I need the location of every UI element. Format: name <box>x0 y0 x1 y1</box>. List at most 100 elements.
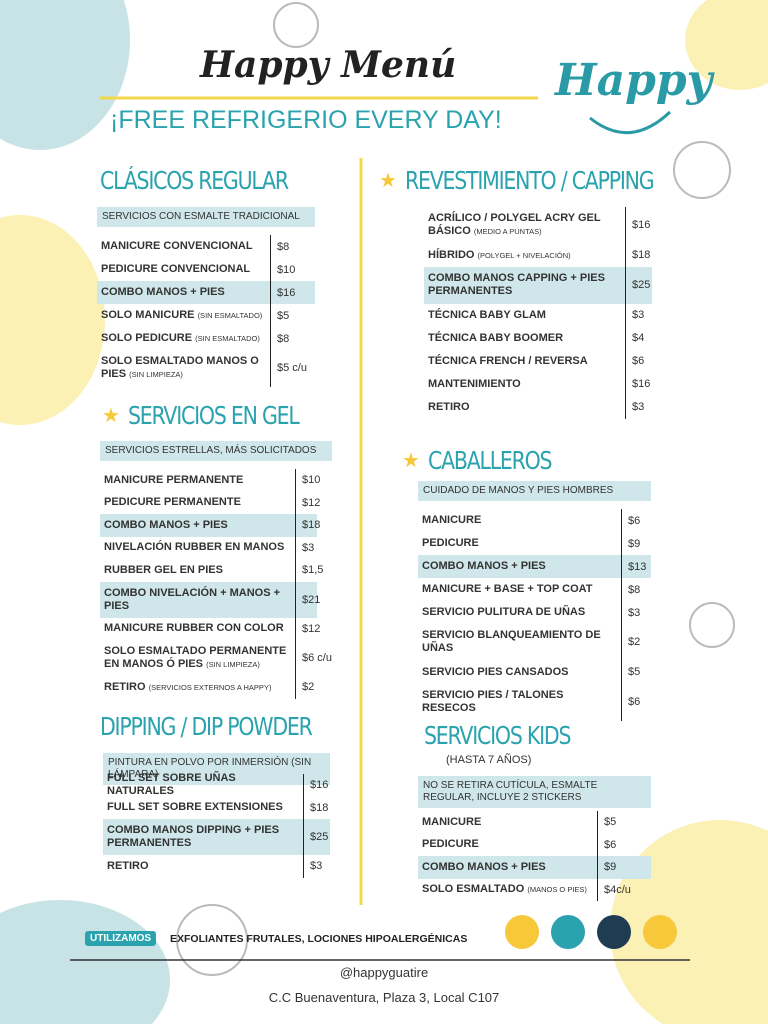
item-name: COMBO NIVELACIÓN + MANOS + PIES <box>104 586 281 612</box>
item-name: TÉCNICA BABY BOOMER <box>428 331 564 344</box>
item-name: PEDICURE <box>422 537 479 549</box>
item-detail: (SIN LIMPIEZA) <box>206 660 260 669</box>
item-name: MANICURE RUBBER CON COLOR <box>104 622 284 635</box>
section-note: SERVICIOS ESTRELLAS, MÁS SOLICITADOS <box>100 441 332 461</box>
item-price: $8 <box>621 578 651 601</box>
item-detail: (POLYGEL + NIVELACIÓN) <box>477 250 571 260</box>
menu-row: MANICURE CONVENCIONAL $8 <box>97 235 315 258</box>
item-name-cell: PEDICURE <box>418 533 621 554</box>
footer-address: C.C Buenaventura, Plaza 3, Local C107 <box>268 990 500 1005</box>
item-price: $6 c/u <box>295 640 332 676</box>
item-name-cell: NIVELACIÓN RUBBER EN MANOS <box>100 537 295 558</box>
item-name-cell: RETIRO (SERVICIOS EXTERNOS A HAPPY) <box>100 677 295 698</box>
menu-row: MANICURE + BASE + TOP COAT $8 <box>418 578 651 601</box>
menu-row: COMBO MANOS + PIES $18 <box>100 514 320 537</box>
item-name-cell: COMBO MANOS + PIES <box>418 857 597 878</box>
section-title: SERVICIOS KIDS <box>424 721 571 750</box>
menu-row: MANICURE $5 <box>418 811 651 834</box>
menu-row: TÉCNICA BABY BOOMER $4 <box>424 326 652 350</box>
item-price: $5 <box>621 660 651 684</box>
section-title: CLÁSICOS REGULAR <box>100 166 289 195</box>
item-price: $12 <box>295 617 320 640</box>
item-name: HÍBRIDO <box>428 248 475 261</box>
logo: Happy <box>555 55 713 106</box>
item-name: COMBO MANOS + PIES <box>101 286 225 298</box>
menu-row: PEDICURE PERMANENTE $12 <box>100 491 320 514</box>
menu-row: MANICURE $6 <box>418 509 651 532</box>
item-name-cell: MANICURE <box>418 812 597 833</box>
item-name: COMBO MANOS CAPPING + PIES PERMANENTES <box>428 272 605 298</box>
item-price: $3 <box>621 601 651 624</box>
item-name: ACRÍLICO / POLYGEL ACRY GEL BÁSICO <box>428 212 601 238</box>
item-name-cell: SERVICIO BLANQUEAMIENTO DE UÑAS <box>418 625 621 659</box>
item-name: NIVELACIÓN RUBBER EN MANOS <box>104 541 285 554</box>
footer-tag: UTILIZAMOS <box>85 931 157 946</box>
item-name: SERVICIO PULITURA DE UÑAS <box>422 606 586 618</box>
item-name: MANICURE + BASE + TOP COAT <box>422 583 593 595</box>
item-price: $6 <box>625 349 652 373</box>
section-note: SERVICIOS CON ESMALTE TRADICIONAL <box>97 207 315 227</box>
item-detail: (SERVICIOS EXTERNOS A HAPPY) <box>148 682 272 692</box>
item-price: $3 <box>625 395 652 419</box>
item-price: $18 <box>303 796 330 819</box>
footer-handle: @happyguatire <box>339 965 429 980</box>
menu-row: ACRÍLICO / POLYGEL ACRY GEL BÁSICO (MEDI… <box>424 207 652 244</box>
item-price: $16 <box>625 372 652 396</box>
item-price: $1,5 <box>295 559 323 582</box>
section-note: PINTURA EN POLVO POR INMERSIÓN (SIN LÁMP… <box>103 753 330 785</box>
item-name-cell: PEDICURE PERMANENTE <box>100 492 295 513</box>
item-name-cell: COMBO NIVELACIÓN + MANOS + PIES <box>100 583 295 617</box>
item-name: SERVICIO PIES CANSADOS <box>422 665 569 678</box>
menu-row: RUBBER GEL EN PIES $1,5 <box>100 559 323 582</box>
item-name-cell: SERVICIO PIES / TALONES RESECOS <box>418 685 621 719</box>
menu-row: SOLO MANICURE (SIN ESMALTADO) $5 <box>97 304 315 327</box>
menu-row: TÉCNICA FRENCH / REVERSA $6 <box>424 349 652 373</box>
menu-row: FULL SET SOBRE UÑAS NATURALES $16 <box>103 772 330 797</box>
item-price: $18 <box>625 243 652 267</box>
item-price: $16 <box>303 774 330 797</box>
item-price: $9 <box>597 856 651 879</box>
item-name: SERVICIO PIES / TALONES RESECOS <box>422 689 564 715</box>
item-price: $8 <box>270 235 315 258</box>
item-name: PEDICURE PERMANENTE <box>104 496 241 509</box>
item-price: $21 <box>295 581 320 618</box>
item-name: SERVICIO BLANQUEAMIENTO DE UÑAS <box>422 629 601 655</box>
item-name-cell: SOLO MANICURE (SIN ESMALTADO) <box>97 305 270 326</box>
menu-row: NIVELACIÓN RUBBER EN MANOS $3 <box>100 536 317 559</box>
item-price: $16 <box>270 281 315 304</box>
menu-subtitle: ¡FREE REFRIGERIO EVERY DAY! <box>110 106 502 134</box>
item-name-cell: TÉCNICA BABY BOOMER <box>424 328 625 349</box>
item-name-cell: RETIRO <box>103 856 303 877</box>
menu-row: RETIRO $3 <box>103 855 330 878</box>
menu-row: COMBO MANOS + PIES $9 <box>418 856 651 879</box>
menu-row: HÍBRIDO (POLYGEL + NIVELACIÓN) $18 <box>424 243 652 267</box>
item-name: RETIRO <box>428 400 470 413</box>
item-name-cell: SOLO ESMALTADO MANOS O PIES (SIN LIMPIEZ… <box>97 351 270 385</box>
item-name: SOLO PEDICURE <box>101 332 193 344</box>
item-name: SOLO ESMALTADO <box>422 883 525 896</box>
section-subtitle: (HASTA 7 AÑOS) <box>446 754 532 766</box>
menu-row: SOLO ESMALTADO (MANOS O PIES) $4c/u <box>418 878 651 901</box>
item-name: RETIRO <box>104 680 146 693</box>
item-price: $4 <box>625 326 652 350</box>
item-price: $6 <box>621 683 651 721</box>
section-note: NO SE RETIRA CUTÍCULA, ESMALTE REGULAR, … <box>418 776 651 808</box>
item-name-cell: MANICURE CONVENCIONAL <box>97 236 270 257</box>
item-name-cell: COMBO MANOS + PIES <box>97 282 270 303</box>
menu-row: FULL SET SOBRE EXTENSIONES $18 <box>103 796 330 819</box>
item-detail: (SIN ESMALTADO) <box>197 311 263 320</box>
item-name-cell: SOLO ESMALTADO PERMANENTE EN MANOS Ó PIE… <box>100 641 295 675</box>
item-name-cell: COMBO MANOS DIPPING + PIES PERMANENTES <box>103 820 303 854</box>
item-name-cell: RUBBER GEL EN PIES <box>100 560 295 581</box>
item-name: MANICURE <box>422 815 482 828</box>
item-name-cell: HÍBRIDO (POLYGEL + NIVELACIÓN) <box>424 245 625 266</box>
item-price: $4c/u <box>597 878 651 901</box>
item-name-cell: FULL SET SOBRE EXTENSIONES <box>103 797 303 818</box>
item-name-cell: ACRÍLICO / POLYGEL ACRY GEL BÁSICO (MEDI… <box>424 208 625 242</box>
menu-row: COMBO MANOS CAPPING + PIES PERMANENTES $2… <box>424 266 652 304</box>
item-name: PEDICURE CONVENCIONAL <box>101 263 251 275</box>
item-price: $16 <box>625 207 652 244</box>
menu-row: COMBO MANOS DIPPING + PIES PERMANENTES $2… <box>103 819 330 855</box>
item-name-cell: SOLO PEDICURE (SIN ESMALTADO) <box>97 328 270 349</box>
star-icon: ★ <box>402 450 420 472</box>
